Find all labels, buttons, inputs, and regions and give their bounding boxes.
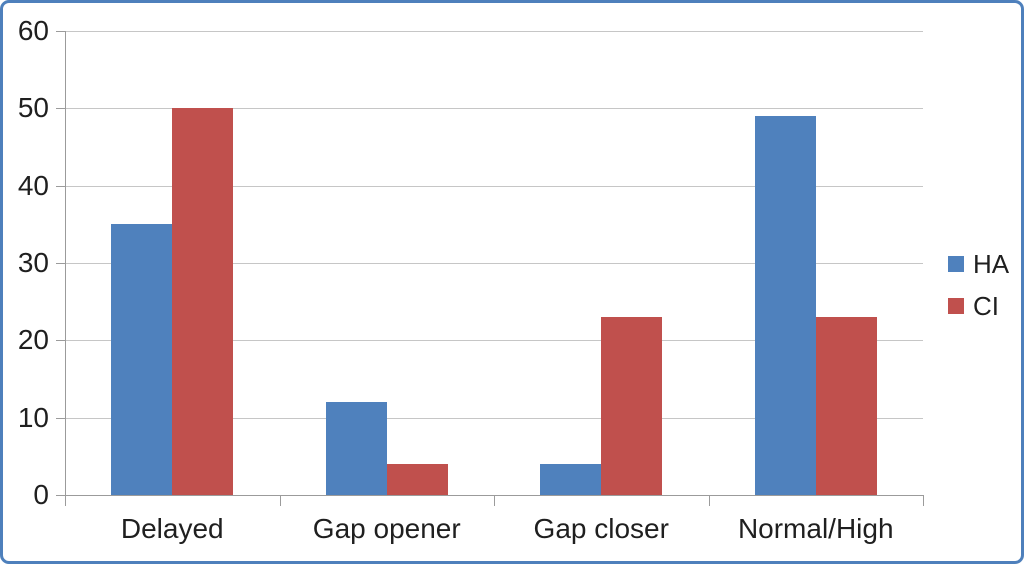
y-tick-40 <box>56 185 65 187</box>
legend-entry-ci: CI <box>948 290 999 322</box>
x-tick-4 <box>923 495 924 506</box>
y-tick-50 <box>56 108 65 110</box>
gridline-y-20 <box>65 340 923 342</box>
legend-swatch-ci <box>948 298 964 314</box>
gridline-y-50 <box>65 108 923 110</box>
legend-entry-ha: HA <box>948 248 1009 280</box>
y-tick-10 <box>56 417 65 419</box>
gridline-y-40 <box>65 185 923 187</box>
y-axis-tick-label: 20 <box>17 324 49 356</box>
y-tick-0 <box>56 495 65 496</box>
x-axis-label-2: Gap closer <box>533 513 669 544</box>
y-axis-tick-label: 40 <box>17 169 49 201</box>
legend-label-ci: CI <box>973 291 999 321</box>
y-axis-tick-label: 60 <box>17 15 49 46</box>
y-tick-30 <box>56 263 65 264</box>
x-axis-label-1: Gap opener <box>312 513 461 544</box>
bar-ha-gap-closer <box>540 464 602 495</box>
x-tick-1 <box>279 495 281 506</box>
y-axis-tick-label: 30 <box>17 247 49 278</box>
bar-ci-normal-high <box>815 317 877 495</box>
x-tick-3 <box>708 495 710 506</box>
y-tick-60 <box>56 31 65 32</box>
legend-label-ha: HA <box>973 249 1010 279</box>
y-axis-tick-label: 10 <box>17 401 49 433</box>
y-axis-line <box>65 31 66 495</box>
x-axis-label-0: Delayed <box>120 513 224 544</box>
gridline-y-10 <box>65 417 923 419</box>
x-tick-2 <box>494 495 495 506</box>
y-axis-tick-label: 50 <box>17 92 49 124</box>
x-tick-0 <box>65 495 66 506</box>
gridline-y-30 <box>65 263 923 264</box>
y-axis-tick-label: 0 <box>33 479 49 510</box>
legend-swatch-ha <box>948 256 964 272</box>
bar-ha-gap-opener <box>325 402 387 495</box>
bar-ha-delayed <box>111 224 173 495</box>
bar-ci-gap-opener <box>386 464 448 495</box>
bar-ci-gap-closer <box>601 317 663 495</box>
x-axis-label-3: Normal/High <box>737 513 894 544</box>
bar-ha-normal-high <box>754 116 816 495</box>
gridline-y-60 <box>65 31 923 32</box>
bar-ci-delayed <box>172 108 234 495</box>
y-tick-20 <box>56 340 65 342</box>
